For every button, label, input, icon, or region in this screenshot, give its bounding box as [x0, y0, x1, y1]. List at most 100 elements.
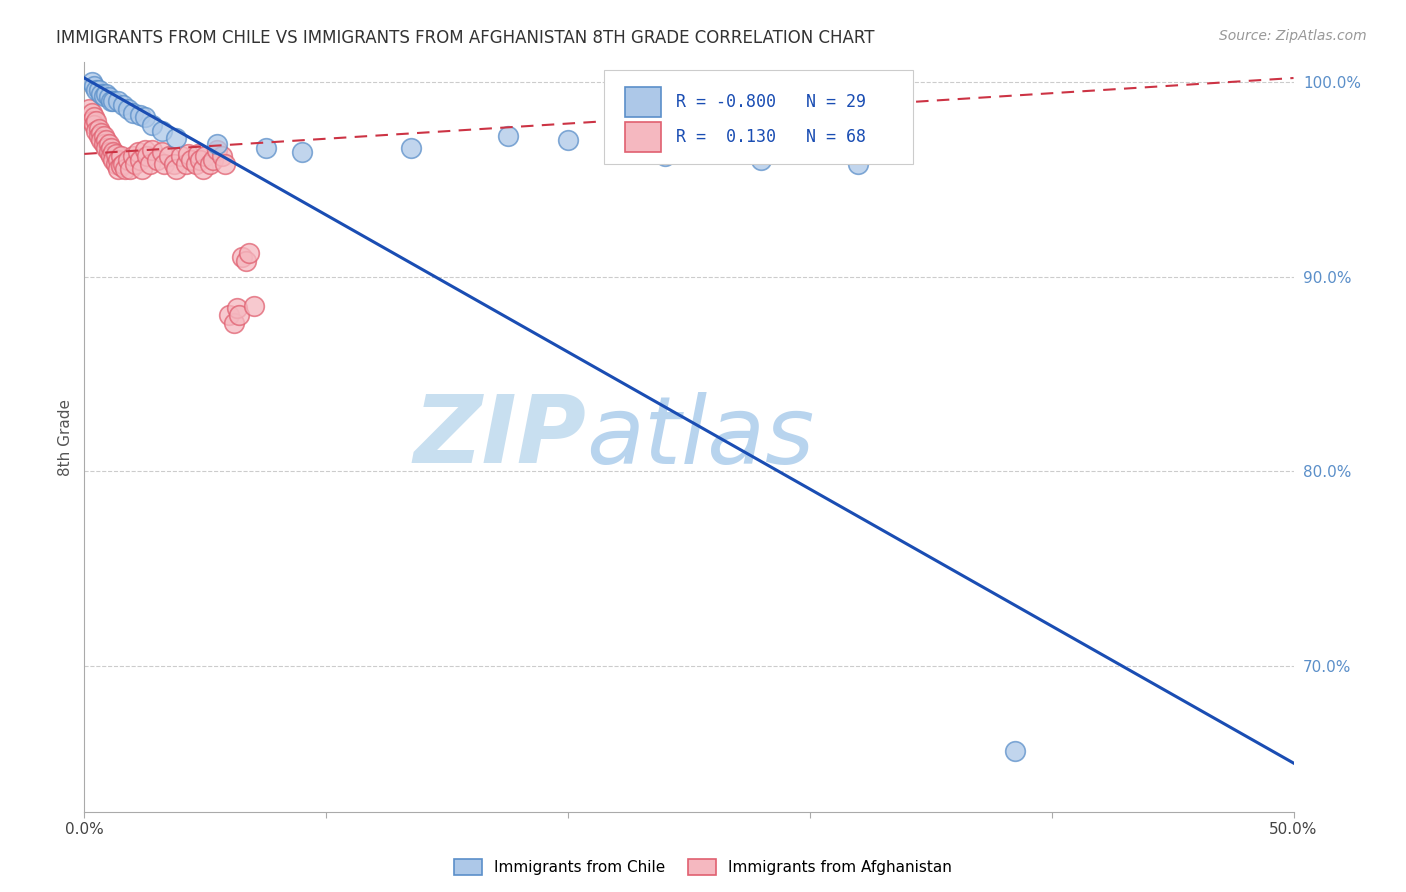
- Point: [124, 156, 146, 170]
- Point: [100, 141, 122, 155]
- Point: [80, 106, 103, 120]
- Point: [231, 250, 253, 264]
- Point: [496, 129, 519, 144]
- Point: [87, 129, 110, 144]
- Point: [80, 75, 103, 89]
- Point: [211, 149, 233, 163]
- Point: [187, 147, 209, 161]
- Text: IMMIGRANTS FROM CHILE VS IMMIGRANTS FROM AFGHANISTAN 8TH GRADE CORRELATION CHART: IMMIGRANTS FROM CHILE VS IMMIGRANTS FROM…: [56, 29, 875, 46]
- Point: [127, 145, 149, 159]
- Point: [225, 301, 247, 315]
- Point: [87, 83, 110, 97]
- Point: [235, 254, 257, 268]
- Point: [100, 95, 122, 109]
- Point: [120, 162, 142, 177]
- Point: [191, 162, 214, 177]
- Point: [150, 123, 173, 137]
- Point: [86, 113, 108, 128]
- Point: [150, 145, 173, 159]
- Point: [207, 143, 229, 157]
- Point: [90, 87, 112, 101]
- Point: [103, 153, 125, 167]
- Point: [141, 143, 163, 157]
- Point: [214, 156, 236, 170]
- Point: [207, 137, 229, 152]
- Point: [180, 153, 202, 167]
- Point: [93, 137, 115, 152]
- Point: [174, 156, 197, 170]
- Point: [107, 162, 129, 177]
- Point: [117, 153, 139, 167]
- Point: [129, 108, 152, 122]
- Point: [157, 149, 180, 163]
- Point: [114, 162, 136, 177]
- Point: [103, 145, 125, 159]
- Point: [165, 162, 187, 177]
- Point: [557, 133, 579, 147]
- Bar: [624, 87, 661, 117]
- Point: [103, 95, 125, 109]
- Point: [654, 149, 676, 163]
- Point: [86, 123, 108, 137]
- Point: [1004, 744, 1026, 758]
- Text: atlas: atlas: [586, 392, 814, 483]
- Point: [86, 83, 108, 97]
- Point: [138, 156, 160, 170]
- Text: R = -0.800   N = 29: R = -0.800 N = 29: [676, 93, 866, 112]
- Point: [104, 147, 127, 161]
- Point: [97, 90, 120, 104]
- Point: [83, 110, 105, 124]
- Point: [242, 299, 264, 313]
- Point: [107, 95, 129, 109]
- Text: ZIP: ZIP: [413, 391, 586, 483]
- Point: [198, 156, 221, 170]
- Point: [100, 149, 122, 163]
- Point: [112, 98, 135, 112]
- Point: [87, 121, 110, 136]
- Point: [104, 156, 127, 170]
- Point: [110, 159, 132, 173]
- Point: [153, 156, 176, 170]
- Point: [107, 153, 129, 167]
- Point: [146, 153, 169, 167]
- Point: [97, 137, 120, 152]
- Point: [141, 118, 163, 132]
- Point: [121, 149, 143, 163]
- Text: R =  0.130   N = 68: R = 0.130 N = 68: [676, 128, 866, 146]
- Point: [136, 149, 159, 163]
- Point: [90, 126, 112, 140]
- Y-axis label: 8th Grade: 8th Grade: [58, 399, 73, 475]
- Point: [238, 246, 260, 260]
- Point: [77, 102, 100, 116]
- Point: [170, 149, 193, 163]
- Point: [83, 118, 105, 132]
- Point: [194, 149, 217, 163]
- Point: [121, 106, 143, 120]
- Point: [93, 88, 115, 103]
- Point: [399, 141, 422, 155]
- Point: [129, 153, 152, 167]
- Point: [184, 156, 207, 170]
- Point: [131, 162, 153, 177]
- Point: [846, 156, 869, 170]
- Point: [291, 145, 314, 159]
- Legend: Immigrants from Chile, Immigrants from Afghanistan: Immigrants from Chile, Immigrants from A…: [454, 860, 952, 875]
- Text: Source: ZipAtlas.com: Source: ZipAtlas.com: [1219, 29, 1367, 43]
- Point: [165, 131, 187, 145]
- Point: [190, 153, 212, 167]
- Point: [93, 129, 115, 144]
- Point: [163, 156, 186, 170]
- Point: [117, 102, 139, 116]
- Point: [201, 153, 224, 167]
- Bar: [624, 122, 661, 153]
- Point: [224, 316, 246, 330]
- Point: [97, 145, 120, 159]
- Point: [218, 309, 240, 323]
- Point: [112, 156, 135, 170]
- Point: [94, 87, 117, 101]
- Point: [751, 153, 773, 167]
- Point: [134, 110, 156, 124]
- Point: [177, 147, 200, 161]
- Point: [94, 141, 117, 155]
- Point: [83, 78, 105, 93]
